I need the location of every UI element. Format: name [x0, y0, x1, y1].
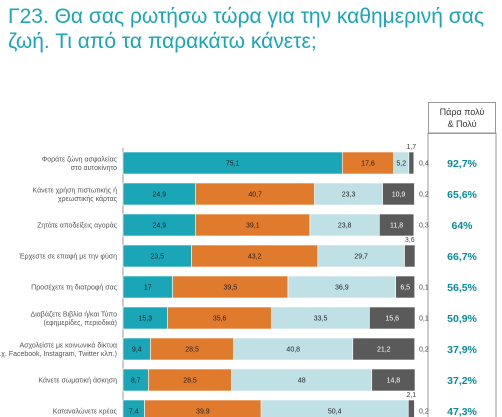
high-share-value: 37,2% [447, 375, 477, 387]
bar-segment [382, 182, 415, 206]
category-label: Διαβάζετε Βιβλία ή/και Τύπο (εφημερίδες, … [31, 310, 118, 327]
data-label: 14,8 [387, 378, 401, 385]
data-label: 24,9 [153, 192, 167, 199]
data-label: 36,9 [335, 285, 349, 292]
data-label: 15,3 [139, 316, 153, 323]
data-label: 35,6 [213, 316, 227, 323]
data-label: 23,5 [150, 254, 164, 261]
remainder-label: 0,1 [419, 285, 429, 292]
remainder-label: 0,3 [419, 223, 429, 230]
category-label: Προσέχετε τη διατροφή σας [31, 284, 117, 292]
data-label: 5,2 [396, 161, 406, 168]
high-share-value: 47,3% [447, 406, 477, 417]
data-label: 8,7 [131, 378, 141, 385]
category-label: Καταναλώνετε κρέας [53, 408, 118, 416]
data-label: 17 [144, 285, 152, 292]
data-label: 15,6 [385, 316, 399, 323]
high-share-value: 56,5% [447, 282, 477, 294]
data-label: 39,9 [196, 409, 210, 416]
data-label: 39,5 [223, 285, 237, 292]
high-share-value: 66,7% [447, 251, 477, 263]
bar-segment [369, 306, 416, 330]
data-label: 29,7 [354, 254, 368, 261]
category-label: Έρχεστε σε επαφή με την φύση [18, 253, 117, 261]
data-label: 33,5 [314, 316, 328, 323]
remainder-label: 0,4 [419, 161, 429, 168]
category-label: Ασχολείστε με κοινωνικά δίκτυα (π.χ. Face… [0, 341, 117, 358]
remainder-label: 0,2 [419, 409, 429, 416]
high-share-value: 65,6% [447, 189, 477, 201]
data-label: 1,7 [406, 144, 416, 151]
chart-title: Γ23. Θα σας ρωτήσω τώρα για την καθημερι… [8, 5, 484, 53]
data-label: 3,6 [405, 237, 415, 244]
data-label: 43,2 [248, 254, 262, 261]
data-label: 10,9 [392, 192, 406, 199]
data-label: 9,4 [132, 347, 142, 354]
remainder-label: 0,1 [419, 316, 429, 323]
high-share-value: 92,7% [447, 158, 477, 170]
data-label: 50,4 [328, 409, 342, 416]
data-label: 11,8 [390, 223, 403, 230]
high-share-value: 37,9% [447, 344, 477, 356]
category-label: Κάνετε χρήση πιστωτικής ή χρεωστικής κάρτ… [33, 186, 118, 203]
data-label: 7,4 [129, 409, 139, 416]
remainder-label: 0,2 [419, 192, 429, 199]
data-label: 40,8 [286, 347, 300, 354]
bar-segment [379, 213, 415, 237]
data-label: 6,5 [400, 285, 410, 292]
category-label: Ζητάτε αποδείξεις αγοράς [37, 222, 118, 230]
category-label: Κάνετε σωματική άσκηση [38, 377, 117, 385]
high-share-column-frame [427, 132, 497, 417]
high-share-value: 64% [451, 220, 473, 232]
data-label: 48 [298, 378, 306, 385]
data-label: 23,8 [338, 223, 352, 230]
data-label: 39,1 [246, 223, 260, 230]
bar-segment [408, 151, 415, 175]
bar-segment [407, 399, 415, 417]
bar-segment [395, 275, 416, 299]
data-label: 40,7 [248, 192, 262, 199]
bar-segment [371, 368, 416, 392]
data-label: 28,5 [185, 347, 199, 354]
data-label: 21,2 [377, 347, 391, 354]
bar-segment [352, 337, 416, 361]
remainder-label: 0,2 [419, 347, 429, 354]
data-label: 24,9 [153, 223, 167, 230]
high-share-column-header: Πάρα πολύ & Πολύ [428, 102, 496, 134]
data-label: 2,1 [406, 392, 416, 399]
data-label: 17,6 [361, 161, 375, 168]
bar-segment [404, 244, 416, 268]
data-label: 75,1 [226, 161, 240, 168]
data-label: 28,5 [183, 378, 197, 385]
high-share-value: 50,9% [447, 313, 477, 325]
category-label: Φοράτε ζώνη ασφαλείας στο αυτοκίνητο [42, 155, 118, 172]
data-label: 23,3 [342, 192, 356, 199]
